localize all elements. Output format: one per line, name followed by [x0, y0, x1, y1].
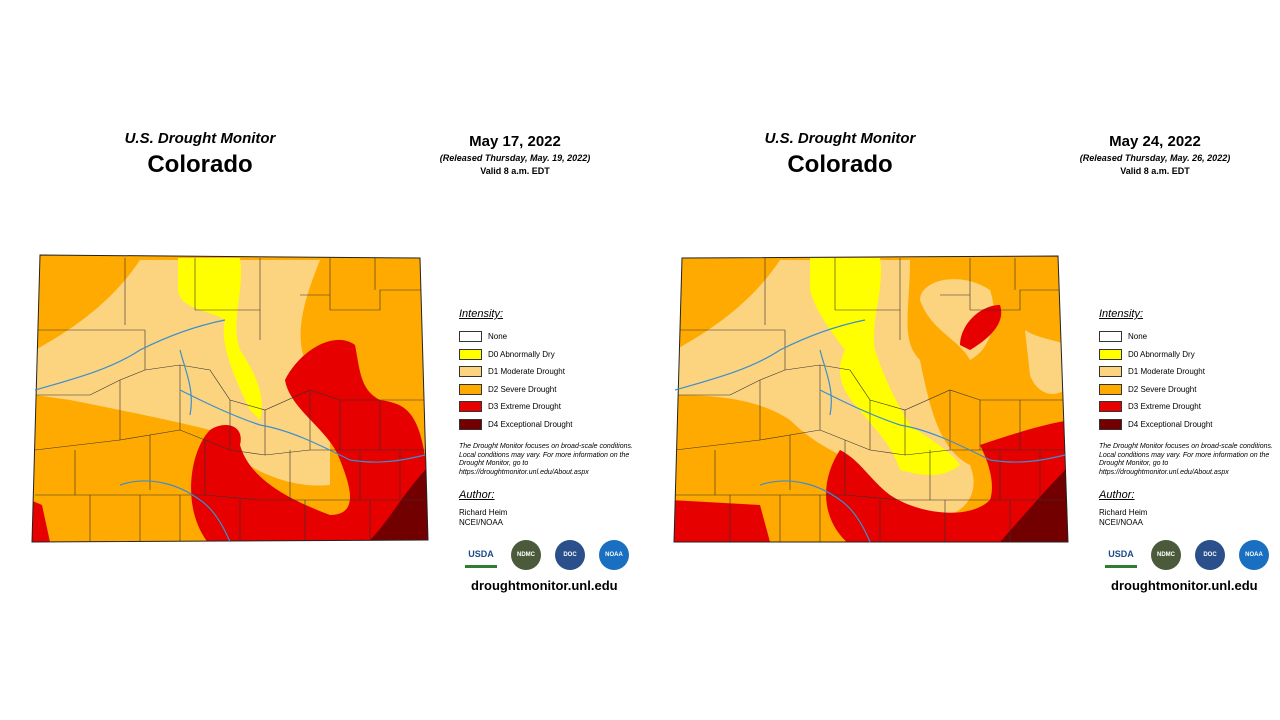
state-title: Colorado: [147, 151, 253, 178]
legend-item: None: [459, 328, 644, 346]
legend-label: D4 Exceptional Drought: [1128, 419, 1213, 429]
drought-map-panel-may17: U.S. Drought Monitor Colorado May 17, 20…: [31, 130, 633, 593]
legend-swatch: [1099, 366, 1122, 378]
legend: Intensity: None D0 Abnormally Dry D1 Mod…: [1099, 308, 1280, 527]
legend-label: D4 Exceptional Drought: [488, 419, 573, 429]
legend-swatch: [459, 401, 482, 413]
map-heading: U.S. Drought Monitor Colorado: [80, 130, 320, 179]
legend-swatch: [459, 366, 482, 378]
release-date: (Released Thursday, May. 19, 2022): [439, 153, 591, 163]
legend-item: D3 Extreme Drought: [1099, 398, 1280, 416]
legend-swatch: [459, 383, 482, 395]
d3-area-southwest: [674, 500, 770, 542]
legend-note: The Drought Monitor focuses on broad-sca…: [1099, 443, 1273, 476]
legend-label: None: [488, 332, 508, 342]
legend-swatch: [1099, 401, 1122, 413]
legend-title: Intensity:: [459, 308, 504, 320]
county-lines: [674, 258, 1065, 542]
legend-item: D1 Moderate Drought: [459, 363, 644, 381]
legend-swatch: [459, 418, 482, 430]
legend-label: None: [1128, 332, 1148, 342]
map-heading: U.S. Drought Monitor Colorado: [720, 130, 960, 179]
legend-label: D3 Extreme Drought: [1128, 402, 1201, 412]
legend-item: D0 Abnormally Dry: [1099, 346, 1280, 364]
author-org: NCEI/NOAA: [1099, 518, 1144, 527]
monitor-title: U.S. Drought Monitor: [764, 130, 916, 147]
noaa-logo: NOAA: [1239, 540, 1269, 570]
legend-item: D2 Severe Drought: [1099, 381, 1280, 399]
legend-item: D3 Extreme Drought: [459, 398, 644, 416]
legend-title: Intensity:: [1099, 308, 1144, 320]
monitor-title: U.S. Drought Monitor: [124, 130, 276, 147]
d3-area: [191, 340, 428, 542]
d3-area-west: [32, 500, 50, 542]
legend-swatch: [1099, 348, 1122, 360]
doc-logo: DOC: [555, 540, 585, 570]
noaa-logo: NOAA: [599, 540, 629, 570]
d0-area: [178, 258, 262, 420]
legend-swatch: [1099, 383, 1122, 395]
state-title: Colorado: [787, 151, 893, 178]
valid-time: Valid 8 a.m. EDT: [1120, 166, 1190, 176]
d0-area: [810, 258, 960, 475]
valid-time: Valid 8 a.m. EDT: [480, 166, 550, 176]
map-date: May 24, 2022: [1109, 133, 1201, 150]
d1-area: [35, 260, 330, 486]
legend-label: D2 Severe Drought: [1128, 384, 1197, 394]
author-name: Richard Heim: [1099, 508, 1148, 517]
map-date: May 17, 2022: [469, 133, 561, 150]
legend-item: D4 Exceptional Drought: [1099, 416, 1280, 434]
d4-area: [1000, 465, 1068, 542]
legend-swatch: [1099, 418, 1122, 430]
legend-label: D0 Abnormally Dry: [1128, 349, 1195, 359]
website-link[interactable]: droughtmonitor.unl.edu: [1111, 578, 1258, 593]
legend-label: D2 Severe Drought: [488, 384, 557, 394]
date-block: May 17, 2022 (Released Thursday, May. 19…: [400, 133, 630, 176]
legend-label: D1 Moderate Drought: [488, 367, 565, 377]
legend-item: None: [1099, 328, 1280, 346]
website-link[interactable]: droughtmonitor.unl.edu: [471, 578, 618, 593]
drought-map-panel-may24: U.S. Drought Monitor Colorado May 24, 20…: [640, 0, 1280, 720]
legend-swatch: [459, 348, 482, 360]
d3-area-northeast: [960, 305, 1002, 350]
county-lines: [34, 258, 425, 542]
rivers: [34, 319, 426, 543]
release-date: (Released Thursday, May. 26, 2022): [1079, 153, 1231, 163]
legend-swatch: [459, 331, 482, 343]
legend-swatch: [1099, 331, 1122, 343]
legend-label: D0 Abnormally Dry: [488, 349, 555, 359]
usda-logo: USDA: [1105, 543, 1137, 568]
legend-label: D1 Moderate Drought: [1128, 367, 1205, 377]
rivers: [674, 319, 1066, 543]
legend-item: D1 Moderate Drought: [1099, 363, 1280, 381]
agency-logos: USDA NDMC DOC NOAA: [465, 540, 629, 570]
doc-logo: DOC: [1195, 540, 1225, 570]
legend-item: D4 Exceptional Drought: [459, 416, 644, 434]
date-block: May 24, 2022 (Released Thursday, May. 26…: [1040, 133, 1270, 176]
legend-note: The Drought Monitor focuses on broad-sca…: [459, 443, 633, 476]
usda-logo: USDA: [465, 543, 497, 568]
author-org: NCEI/NOAA: [459, 518, 504, 527]
author-name: Richard Heim: [459, 508, 508, 517]
colorado-drought-map: [673, 255, 1069, 543]
author-title: Author:: [1099, 489, 1135, 501]
d1-area-east: [1025, 330, 1065, 395]
ndmc-logo: NDMC: [1151, 540, 1181, 570]
legend: Intensity: None D0 Abnormally Dry D1 Mod…: [459, 308, 644, 527]
legend-label: D3 Extreme Drought: [488, 402, 561, 412]
legend-item: D2 Severe Drought: [459, 381, 644, 399]
legend-item: D0 Abnormally Dry: [459, 346, 644, 364]
colorado-drought-map: [31, 254, 429, 543]
ndmc-logo: NDMC: [511, 540, 541, 570]
d4-area: [370, 465, 428, 542]
agency-logos: USDA NDMC DOC NOAA: [1105, 540, 1269, 570]
author-title: Author:: [459, 489, 495, 501]
d3-area: [826, 420, 1068, 542]
